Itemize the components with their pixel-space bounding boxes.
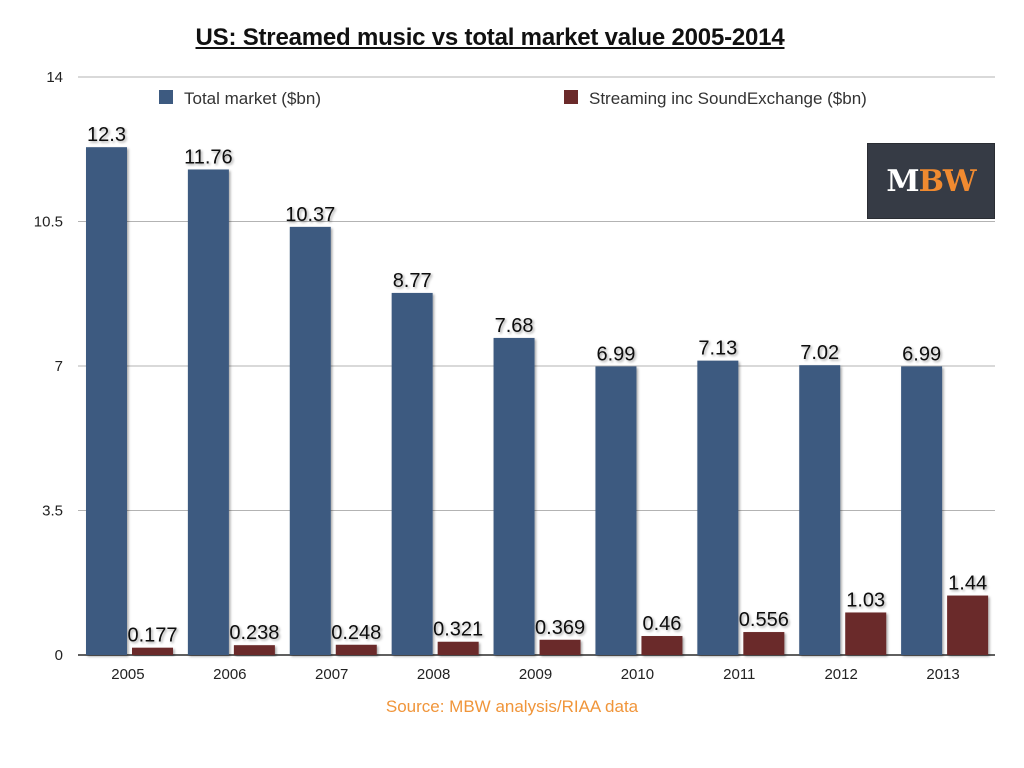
- legend-swatch-total-market: [159, 90, 173, 104]
- logo-bw: BW: [918, 163, 977, 199]
- bar-total-market: [86, 147, 127, 655]
- x-tick-label: 2007: [315, 666, 348, 683]
- data-label-total-market: 10.37: [285, 204, 335, 226]
- bar-streaming: [641, 636, 683, 655]
- x-tick-label: 2006: [213, 666, 246, 683]
- bar-total-market: [493, 337, 535, 655]
- bar-streaming: [743, 632, 785, 655]
- x-tick-label: 2008: [417, 666, 450, 683]
- bar-streaming: [947, 595, 989, 655]
- bar-total-market: [187, 169, 229, 656]
- bar-streaming: [845, 612, 887, 655]
- x-tick-label: 2009: [519, 666, 552, 683]
- bar-total-market: [289, 226, 331, 656]
- x-tick-label: 2011: [723, 666, 755, 683]
- data-label-streaming: 0.369: [535, 617, 585, 639]
- bars: [86, 147, 989, 656]
- gridlines: [78, 76, 995, 656]
- bar-streaming: [132, 647, 173, 655]
- x-tick-label: 2013: [926, 666, 959, 683]
- bar-streaming: [335, 644, 377, 655]
- data-label-streaming: 0.46: [642, 613, 681, 635]
- data-label-streaming: 0.556: [739, 609, 789, 631]
- y-tick-label: 14: [46, 69, 63, 86]
- data-label-total-market: 7.02: [800, 342, 839, 364]
- data-label-streaming: 0.177: [127, 625, 177, 647]
- bar-total-market: [901, 366, 943, 655]
- x-tick-label: 2005: [111, 666, 144, 683]
- y-tick-label: 7: [55, 358, 63, 375]
- mbw-logo: M BW: [867, 143, 995, 219]
- legend-label-total-market: Total market ($bn): [184, 89, 321, 108]
- y-tick-label: 10.5: [34, 214, 63, 231]
- bar-total-market: [799, 365, 841, 655]
- data-label-total-market: 6.99: [902, 343, 941, 365]
- data-labels: 12.3 0.177 11.76 0.238 10.37 0.248 8.77 0.321 7.…: [87, 124, 987, 647]
- legend: Total market ($bn) Streaming inc SoundExc…: [159, 89, 867, 108]
- chart-title: US: Streamed music vs total market value…: [195, 24, 785, 51]
- data-label-total-market: 8.77: [393, 270, 432, 292]
- legend-swatch-streaming: [564, 90, 578, 104]
- bar-total-market: [595, 366, 637, 655]
- data-label-total-market: 7.68: [495, 315, 534, 337]
- bar-streaming: [539, 639, 581, 655]
- bar-total-market: [391, 292, 433, 655]
- legend-label-streaming: Streaming inc SoundExchange ($bn): [589, 89, 867, 108]
- x-tick-label: 2010: [621, 666, 654, 683]
- data-label-streaming: 0.321: [433, 619, 483, 641]
- data-label-streaming: 0.248: [331, 622, 381, 644]
- bar-streaming: [437, 641, 479, 655]
- y-axis-ticks: 0 3.5 7 10.5 14: [34, 69, 63, 664]
- source-note: Source: MBW analysis/RIAA data: [385, 697, 639, 716]
- logo-m: M: [886, 163, 919, 199]
- bar-total-market: [697, 360, 739, 655]
- data-label-total-market: 7.13: [698, 338, 737, 360]
- x-axis-ticks: 2005 2006 2007 2008 2009 2010 2011 2012 2013: [111, 666, 959, 683]
- y-tick-label: 0: [55, 647, 63, 664]
- bar-streaming: [233, 645, 275, 655]
- data-label-streaming: 1.44: [948, 573, 987, 595]
- x-tick-label: 2012: [824, 666, 857, 683]
- data-label-streaming: 1.03: [846, 589, 885, 611]
- data-label-total-market: 6.99: [596, 343, 635, 365]
- data-label-total-market: 11.76: [184, 146, 233, 168]
- y-tick-label: 3.5: [42, 503, 63, 520]
- data-label-streaming: 0.238: [229, 622, 279, 644]
- data-label-total-market: 12.3: [87, 124, 126, 146]
